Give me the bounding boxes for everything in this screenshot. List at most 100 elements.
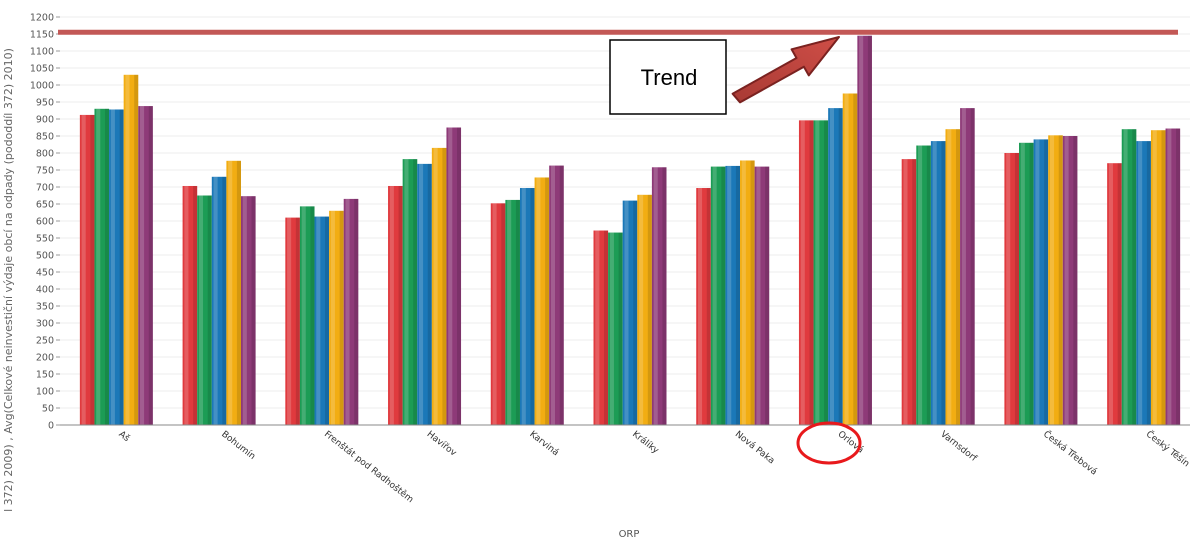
bar-highlight	[1064, 136, 1069, 425]
bar	[343, 198, 359, 425]
bar-shade	[354, 198, 359, 425]
bar	[1048, 135, 1063, 425]
y-tick-label: 100	[36, 387, 54, 398]
bar-shade	[662, 167, 667, 425]
bar-shade	[941, 141, 946, 425]
bar-shade	[926, 145, 931, 425]
bar-highlight	[1152, 130, 1157, 425]
bar-shade	[867, 35, 872, 425]
bar	[549, 165, 564, 425]
bar-shade	[735, 165, 741, 426]
trend-label-box	[609, 39, 727, 115]
bar-highlight	[1138, 141, 1143, 425]
bar-shade	[618, 232, 623, 425]
bar	[240, 196, 256, 425]
bar-highlight	[433, 147, 438, 425]
bar-shade	[1073, 136, 1078, 425]
bar-shade	[721, 166, 726, 425]
y-tick-label: 550	[36, 234, 54, 245]
bar-highlight	[756, 166, 761, 425]
bar-shade	[442, 147, 447, 425]
bar-shade	[1161, 130, 1166, 425]
bar	[446, 127, 462, 425]
bar-shade	[647, 194, 652, 425]
bar-shade	[545, 177, 550, 425]
bar	[123, 74, 139, 426]
bar-shade	[148, 106, 153, 425]
bar	[798, 120, 814, 426]
bar-highlight	[536, 177, 541, 425]
bar-shade	[970, 108, 975, 426]
bar-shade	[515, 199, 520, 425]
bar	[285, 217, 300, 425]
highlight-circle	[796, 421, 862, 465]
bar-highlight	[609, 232, 614, 425]
bar	[754, 166, 770, 425]
bar-highlight	[932, 141, 937, 425]
bar	[505, 199, 520, 425]
x-tick-label: Bohumín	[219, 429, 257, 462]
bar-highlight	[184, 185, 189, 425]
bar-shade	[1132, 129, 1137, 425]
bar-shade	[633, 200, 638, 425]
bar-highlight	[418, 163, 424, 425]
bar-highlight	[844, 93, 849, 425]
y-axis-ticks: 0 50 100 150 200 250 300 350 400 450 500 550 600 650 7…	[30, 13, 60, 432]
y-tick-label: 400	[36, 285, 54, 296]
bar	[1004, 153, 1020, 425]
bar-highlight	[727, 165, 732, 426]
bar-shade	[236, 160, 241, 425]
y-tick-label: 250	[36, 336, 54, 347]
bar	[534, 177, 550, 425]
bar-highlight	[198, 195, 204, 425]
bar	[138, 106, 153, 425]
bar-highlight	[639, 194, 644, 425]
bar-shade	[955, 129, 961, 425]
bar-highlight	[918, 145, 923, 425]
bar-shade	[398, 185, 403, 425]
bar-shade	[207, 195, 212, 425]
bar-highlight	[712, 166, 717, 425]
bar	[182, 185, 198, 425]
bar-shade	[251, 196, 256, 425]
bar	[813, 120, 829, 426]
bar-shade	[1058, 135, 1063, 425]
bars	[79, 35, 1181, 426]
bar	[622, 200, 638, 425]
bar-shade	[1029, 142, 1034, 426]
bar-highlight	[697, 188, 703, 425]
bar-highlight	[404, 159, 409, 425]
bar	[637, 194, 652, 425]
bar	[431, 147, 447, 425]
bar-highlight	[653, 167, 658, 425]
bar-shade	[853, 93, 858, 425]
bar-highlight	[213, 176, 218, 425]
y-tick-label: 900	[36, 115, 54, 126]
x-tick-label: Aš	[117, 429, 133, 445]
x-axis-label: ORP	[619, 529, 640, 540]
bar-shade	[456, 127, 462, 425]
bar-highlight	[228, 160, 233, 425]
bar-highlight	[624, 200, 629, 425]
y-tick-label: 50	[42, 404, 54, 415]
bar-shade	[530, 188, 535, 425]
bar-shade	[1014, 153, 1020, 425]
y-tick-label: 950	[36, 98, 54, 109]
bar-highlight	[507, 199, 512, 425]
bar-shade	[750, 160, 755, 426]
bar-highlight	[242, 196, 247, 425]
x-tick-label: Český Těšín	[1144, 428, 1192, 469]
bar-highlight	[96, 108, 101, 426]
y-tick-label: 750	[36, 166, 54, 177]
bar-shade	[90, 114, 95, 426]
bar	[490, 203, 506, 425]
bar-highlight	[316, 216, 321, 425]
bar-shade	[706, 188, 711, 425]
bar-highlight	[1006, 153, 1011, 425]
bar-highlight	[287, 217, 292, 425]
y-tick-label: 1100	[30, 47, 54, 58]
bar	[916, 145, 931, 425]
bar	[710, 166, 726, 425]
bar-highlight	[125, 74, 130, 426]
bar	[1121, 129, 1137, 425]
